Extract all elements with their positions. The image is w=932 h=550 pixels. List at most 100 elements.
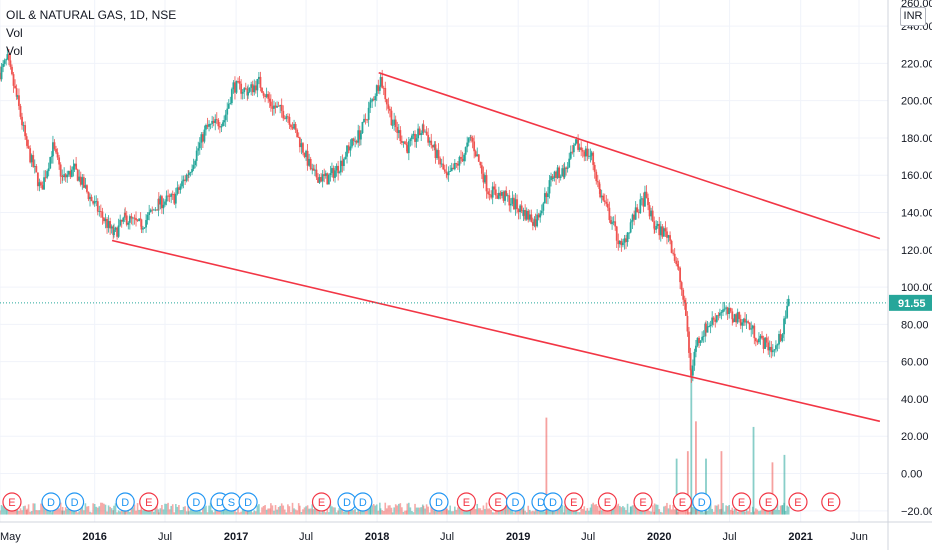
candles [0,48,790,383]
volume-bar [556,507,559,515]
candle-body [669,235,671,241]
event-marker-E[interactable] [139,492,159,512]
trendline-lower[interactable] [111,239,881,423]
candle-body [211,120,214,124]
volume-bar [59,502,62,515]
candle-body [168,195,171,197]
event-marker-label: D [537,497,545,509]
candle-body [297,137,300,139]
event-marker-E[interactable] [456,492,477,512]
candle-body [611,222,613,224]
candle-body [450,167,453,172]
candle-body [73,163,76,167]
candle-body [433,144,436,148]
volume-indicator-1[interactable]: Vol [6,26,23,40]
volume-bar [168,509,171,515]
candle-body [502,192,505,201]
volume-bar [140,506,143,515]
volume-bar [237,507,239,515]
candle-body [676,264,679,267]
candle-body [95,201,98,203]
trendline-upper[interactable] [378,71,881,240]
chart-title[interactable]: OIL & NATURAL GAS, 1D, NSE [6,8,177,22]
event-marker-label: D [192,497,200,509]
event-marker-E[interactable] [821,492,841,512]
candle-body [155,209,158,211]
volume-bar [655,504,657,515]
event-marker-D[interactable] [692,492,712,512]
candle-body [476,154,479,157]
volume-bar [40,503,42,515]
candle-body [107,221,110,228]
event-marker-D[interactable] [543,492,563,512]
volume-bar [268,508,271,515]
event-marker-E[interactable] [731,492,752,512]
event-marker-E[interactable] [672,492,693,512]
candle-body [379,77,382,87]
candle-body [133,217,136,219]
event-marker-D[interactable] [186,492,206,512]
candle-body [143,227,146,229]
volume-bar [634,506,637,515]
last-price-badge[interactable] [889,294,932,311]
event-marker-D[interactable] [115,492,135,512]
volume-bar [104,504,107,515]
candle-body [174,193,177,204]
event-marker-E[interactable] [564,492,584,512]
candle-body [142,228,144,230]
volume-bar [165,503,168,515]
candle-body [530,214,533,222]
event-marker-E[interactable] [311,492,332,512]
candle-body [397,130,400,134]
candle-body [346,145,348,157]
candle-body [519,205,522,213]
event-marker-E[interactable] [758,492,779,512]
candle-body [578,147,581,150]
candle-body [224,114,227,121]
candle-body [79,176,82,185]
event-marker-E[interactable] [633,492,653,512]
event-marker-D[interactable] [41,492,61,512]
event-marker-D[interactable] [353,492,373,512]
event-marker-label: D [512,497,520,509]
event-marker-D[interactable] [429,492,449,512]
event-marker-D[interactable] [505,492,526,512]
volume-bar [296,510,298,515]
candle-body [612,221,615,223]
trendlines[interactable] [111,71,881,423]
event-marker-E[interactable] [2,492,22,512]
candle-body [81,177,84,185]
x-tick-label: Jul [299,531,313,543]
volume-bar [142,510,144,515]
candle-body [273,105,275,109]
volume-bar [552,510,554,515]
candle-body [667,235,670,238]
volume-bar [37,510,39,515]
volume-bar [457,507,459,515]
volume-indicator-2[interactable]: Vol [6,44,23,58]
volume-bar [501,508,503,515]
candle-body [318,177,321,183]
volume-bar [511,508,514,515]
event-marker-E[interactable] [597,492,618,512]
currency-label[interactable]: INR [900,7,926,26]
volume-bar [43,503,45,515]
candle-body [656,223,659,226]
event-marker-E[interactable] [788,492,808,512]
event-marker-D[interactable] [64,492,85,512]
candle-body [377,85,380,91]
volume-bar [664,505,667,515]
candle-body [653,221,656,229]
candle-body [184,179,186,181]
candle-body [138,218,141,221]
candle-body [744,318,746,323]
event-marker-D[interactable] [238,492,258,512]
candle-body [664,228,667,232]
volume-bar [723,511,726,515]
volume-bar [35,510,38,515]
volume-bar [706,510,709,515]
